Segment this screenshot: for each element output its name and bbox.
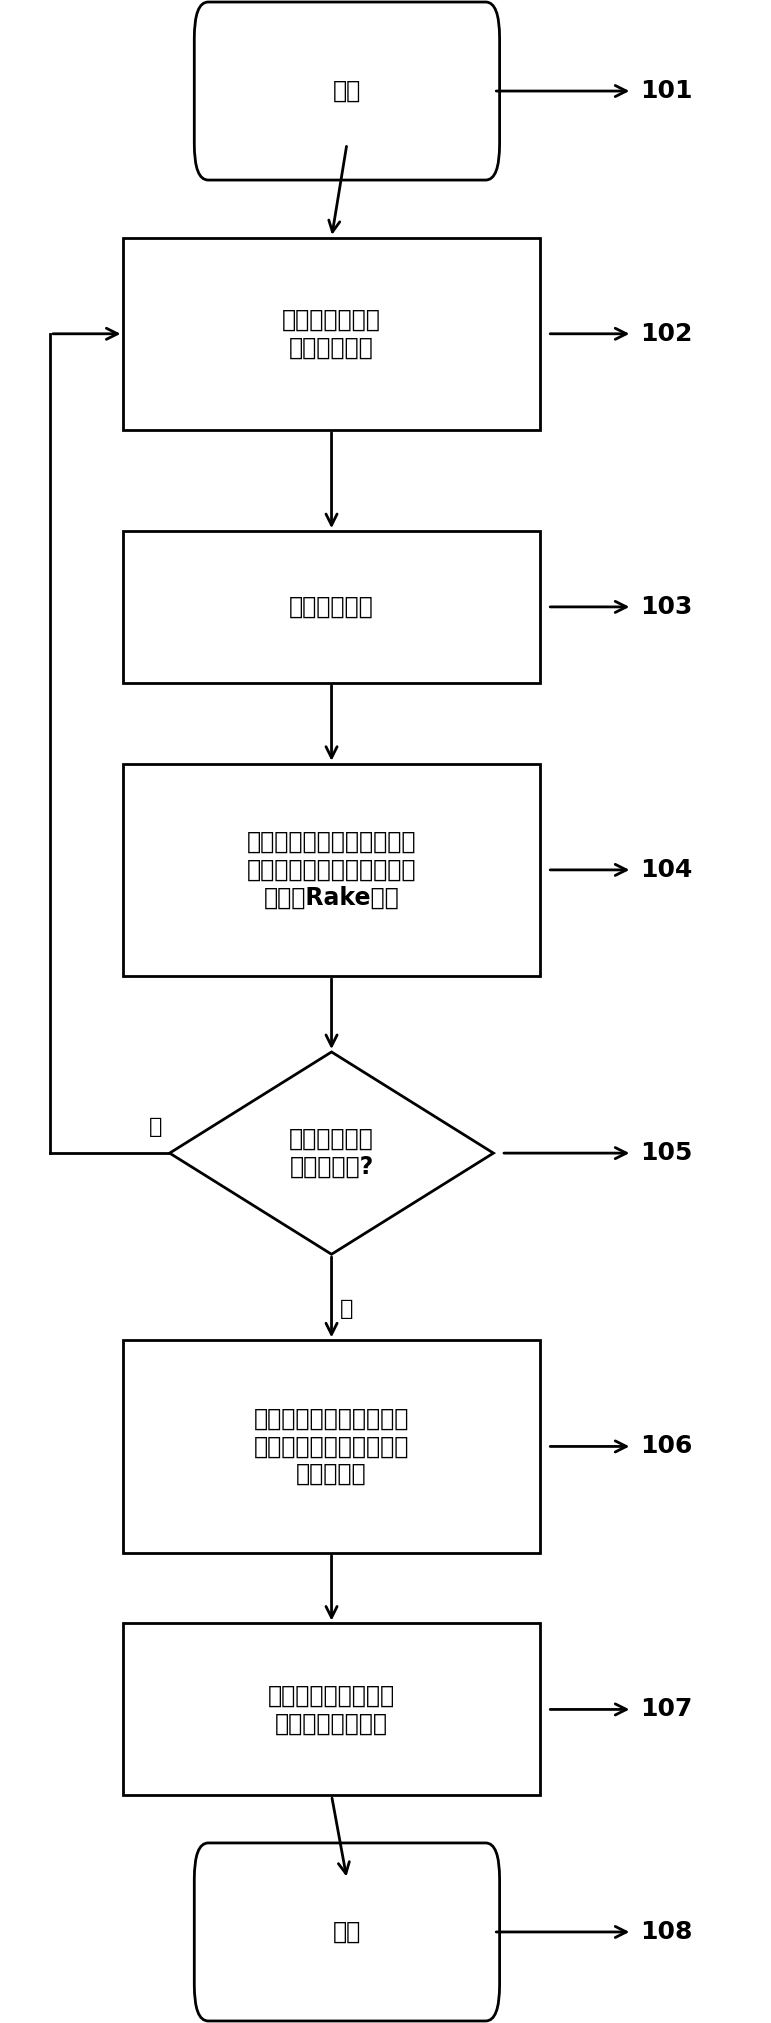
Text: 102: 102 <box>640 322 692 346</box>
Text: 104: 104 <box>640 858 692 882</box>
Text: 108: 108 <box>640 1920 692 1944</box>
Text: 否: 否 <box>149 1117 162 1137</box>
Bar <box>123 532 540 684</box>
Bar <box>123 239 540 431</box>
Bar <box>123 765 540 977</box>
Text: 数字波束赋形: 数字波束赋形 <box>289 595 374 619</box>
Text: 采用简化的矩阵求逆与最
小均方误差结合的算法求
取优化权值: 采用简化的矩阵求逆与最 小均方误差结合的算法求 取优化权值 <box>254 1406 409 1487</box>
Polygon shape <box>170 1052 493 1254</box>
Bar <box>123 1622 540 1796</box>
Text: 105: 105 <box>640 1141 692 1165</box>
Text: 开始: 开始 <box>333 79 361 103</box>
Text: 103: 103 <box>640 595 692 619</box>
Text: 106: 106 <box>640 1434 692 1459</box>
Text: 是: 是 <box>340 1299 354 1319</box>
Text: 根据导频符号获得的信道估
计对期望用户的多径输出信
号进行Rake合成: 根据导频符号获得的信道估 计对期望用户的多径输出信 号进行Rake合成 <box>247 829 416 910</box>
Bar <box>123 1341 540 1554</box>
Text: 最小均方误差
满足要求否?: 最小均方误差 满足要求否? <box>289 1127 374 1179</box>
FancyBboxPatch shape <box>194 1843 500 2021</box>
Text: 对阵列接收信号
进行匹配滤波: 对阵列接收信号 进行匹配滤波 <box>282 307 381 360</box>
Text: 根据优化权值对专用
数据信道进行处理: 根据优化权值对专用 数据信道进行处理 <box>268 1683 395 1736</box>
Text: 结束: 结束 <box>333 1920 361 1944</box>
Text: 107: 107 <box>640 1697 692 1722</box>
Text: 101: 101 <box>640 79 692 103</box>
FancyBboxPatch shape <box>194 2 500 180</box>
